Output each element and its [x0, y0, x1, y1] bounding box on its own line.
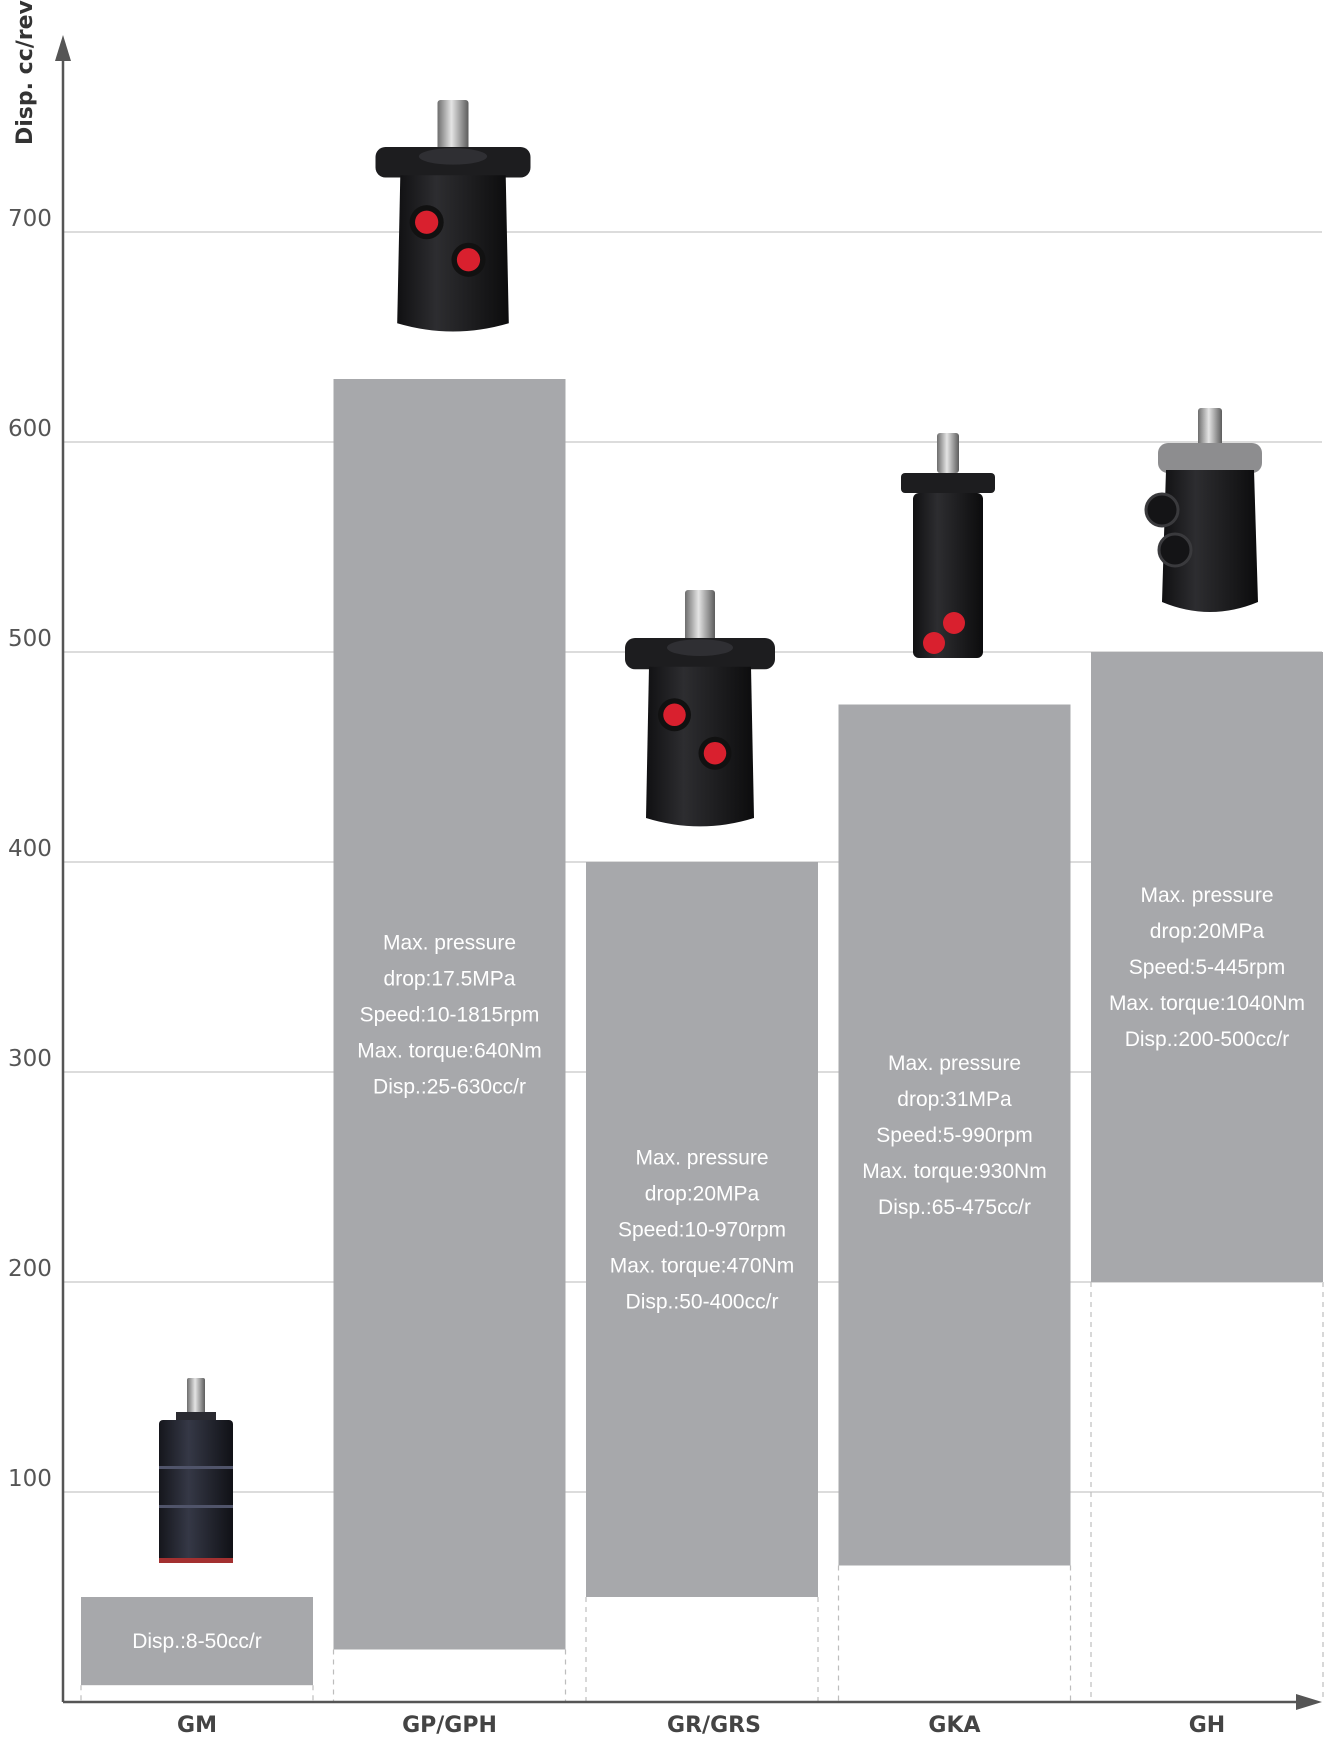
gka-motor-image-body — [913, 493, 983, 658]
category-label-gm: GM — [177, 1713, 217, 1738]
gm-motor-image-collar — [176, 1412, 216, 1420]
gp-motor-image-port-2 — [456, 248, 481, 272]
dashed-guides — [80, 1282, 1324, 1702]
gh-motor-image-port-2 — [1157, 532, 1193, 568]
range-bars — [81, 379, 1323, 1686]
bar-text-gp-gph-0: Max. pressure — [383, 931, 516, 954]
gm-motor-image — [159, 1378, 233, 1563]
bar-text-gh-4: Disp.:200-500cc/r — [1125, 1028, 1290, 1051]
gm-motor-image-base — [159, 1558, 233, 1563]
bar-gh — [1091, 652, 1323, 1282]
bar-text-gh-2: Speed:5-445rpm — [1129, 956, 1285, 979]
gm-motor-image-seam-2 — [159, 1505, 233, 1508]
gka-motor-image-shaft — [937, 433, 959, 473]
bar-text-gka-1: drop:31MPa — [897, 1088, 1012, 1111]
y-axis-arrow — [55, 35, 71, 61]
gh-motor-image-flange — [1158, 443, 1262, 473]
y-tick-label-600: 600 — [8, 416, 52, 442]
bar-text-gr-grs-1: drop:20MPa — [645, 1183, 760, 1206]
motor-images — [159, 100, 1262, 1563]
y-tick-label-700: 700 — [8, 206, 52, 232]
category-label-gr-grs: GR/GRS — [667, 1713, 761, 1738]
gp-motor-image — [375, 100, 531, 332]
gka-motor-image-port-2 — [923, 632, 945, 654]
gp-motor-image-flange-top — [418, 148, 488, 165]
category-label-gh: GH — [1189, 1713, 1225, 1738]
gh-motor-image-port-1 — [1144, 492, 1180, 528]
bar-gp-gph — [333, 379, 566, 1650]
gp-motor-image-port-1 — [415, 210, 439, 234]
y-tick-label-400: 400 — [8, 836, 52, 862]
y-axis-label: Disp. cc/rev — [13, 0, 38, 145]
gm-motor-image-body — [159, 1420, 233, 1562]
bar-text-gh-3: Max. torque:1040Nm — [1109, 992, 1305, 1015]
gm-motor-image-shaft — [187, 1378, 205, 1416]
bar-gr-grs — [586, 862, 818, 1597]
gka-motor-image — [901, 433, 995, 658]
labels: 100 200 300 400 500 600 700 Disp.:8-50cc/r GM Max… — [8, 0, 1305, 1738]
category-label-gka: GKA — [928, 1713, 980, 1738]
bar-text-gp-gph-4: Disp.:25-630cc/r — [373, 1075, 526, 1098]
bar-text-gka-0: Max. pressure — [888, 1052, 1021, 1075]
bar-text-gr-grs-3: Max. torque:470Nm — [610, 1255, 794, 1278]
gh-motor-image-body — [1162, 470, 1258, 612]
gr-motor-image-flange-top — [667, 639, 733, 656]
bar-text-gp-gph-3: Max. torque:640Nm — [357, 1039, 541, 1062]
bar-text-gm-0: Disp.:8-50cc/r — [132, 1630, 262, 1653]
x-axis-arrow — [1296, 1694, 1322, 1710]
bar-text-gh-1: drop:20MPa — [1150, 920, 1265, 943]
gr-motor-image — [625, 590, 775, 827]
bar-gka — [838, 704, 1071, 1566]
gka-motor-image-flange — [901, 473, 995, 493]
y-tick-label-300: 300 — [8, 1046, 52, 1072]
gr-motor-image-port-2 — [703, 741, 727, 765]
bar-text-gh-0: Max. pressure — [1140, 884, 1273, 907]
gka-motor-image-port-1 — [943, 612, 965, 634]
bar-text-gka-2: Speed:5-990rpm — [876, 1124, 1032, 1147]
y-tick-label-100: 100 — [8, 1466, 52, 1492]
category-label-gp-gph: GP/GPH — [402, 1713, 497, 1738]
bar-text-gp-gph-1: drop:17.5MPa — [384, 967, 516, 990]
bar-text-gr-grs-4: Disp.:50-400cc/r — [626, 1291, 779, 1314]
bar-text-gp-gph-2: Speed:10-1815rpm — [360, 1003, 540, 1026]
bar-text-gr-grs-2: Speed:10-970rpm — [618, 1219, 786, 1242]
bar-text-gr-grs-0: Max. pressure — [635, 1147, 768, 1170]
axes — [55, 35, 1322, 1710]
bar-text-gka-4: Disp.:65-475cc/r — [878, 1196, 1031, 1219]
y-tick-label-500: 500 — [8, 626, 52, 652]
y-tick-label-200: 200 — [8, 1256, 52, 1282]
gr-motor-image-shaft — [685, 590, 715, 643]
gr-motor-image-port-1 — [663, 703, 686, 727]
gh-motor-image — [1144, 408, 1262, 612]
bar-gm — [81, 1597, 313, 1686]
gp-motor-image-shaft — [437, 100, 469, 152]
gm-motor-image-seam-1 — [159, 1466, 233, 1469]
bar-text-gka-3: Max. torque:930Nm — [862, 1160, 1046, 1183]
